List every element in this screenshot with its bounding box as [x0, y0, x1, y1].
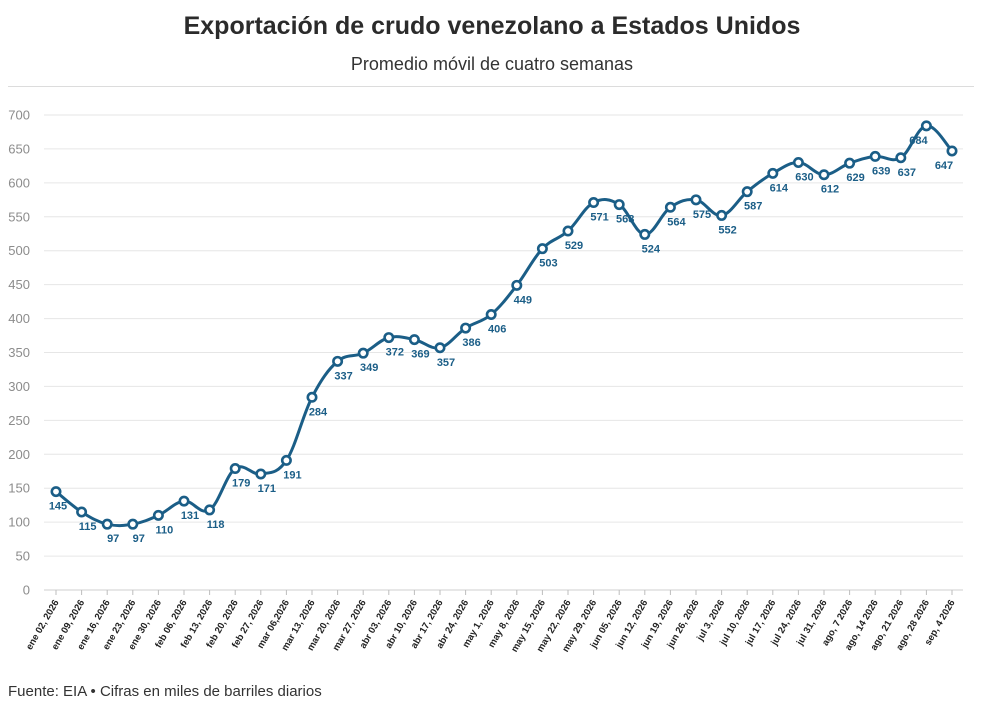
y-tick-label: 500	[8, 243, 30, 258]
chart-subtitle: Promedio móvil de cuatro semanas	[350, 54, 634, 74]
data-point	[792, 157, 804, 169]
data-point	[562, 225, 574, 237]
data-point	[946, 145, 958, 157]
data-point	[332, 355, 344, 367]
data-point	[895, 152, 907, 164]
data-point	[50, 486, 62, 498]
data-point	[127, 518, 139, 530]
data-label: 575	[693, 209, 711, 221]
data-point	[869, 150, 881, 162]
data-point	[101, 518, 113, 530]
data-label: 637	[898, 167, 916, 179]
data-point	[76, 506, 88, 518]
y-tick-label: 100	[8, 515, 30, 530]
data-point	[204, 504, 216, 516]
y-tick-label: 350	[8, 345, 30, 360]
y-axis: 0 50 100 150 200 250 300 350 400 450 500 550 600 650 7…	[8, 108, 30, 598]
data-point	[306, 391, 318, 403]
data-label: 191	[283, 469, 301, 481]
data-point	[716, 209, 728, 221]
data-label: 171	[258, 483, 276, 495]
data-point	[383, 332, 395, 344]
data-point	[613, 199, 625, 211]
data-label: 284	[309, 406, 328, 418]
data-label: 571	[590, 212, 608, 224]
data-labels: 145 115 97 97 110 131 118 179 171 191 284 337 349 372…	[49, 135, 953, 545]
data-label: 552	[718, 224, 736, 236]
data-point	[460, 322, 472, 334]
data-label: 647	[935, 160, 953, 172]
y-tick-label: 300	[8, 379, 30, 394]
data-point	[588, 197, 600, 209]
series-layer	[50, 120, 958, 530]
data-label: 369	[411, 349, 429, 361]
source-note: Fuente: EIA • Cifras en miles de barrile…	[8, 683, 322, 700]
data-point	[485, 309, 497, 321]
data-point	[408, 334, 420, 346]
data-label: 145	[49, 501, 67, 513]
data-point	[767, 167, 779, 179]
data-point	[255, 468, 267, 480]
data-point	[229, 463, 241, 475]
data-point	[280, 454, 292, 466]
data-label: 529	[565, 240, 583, 252]
data-label: 372	[386, 347, 404, 359]
header-divider	[8, 86, 974, 87]
y-tick-label: 50	[16, 549, 30, 564]
y-tick-label: 650	[8, 141, 30, 156]
y-tick-label: 450	[8, 277, 30, 292]
data-point	[920, 120, 932, 132]
data-point	[357, 347, 369, 359]
data-label: 115	[79, 521, 97, 533]
y-tick-label: 0	[23, 583, 30, 598]
data-label: 97	[107, 533, 119, 545]
data-label: 357	[437, 357, 455, 369]
data-point	[536, 243, 548, 255]
data-label: 614	[770, 182, 789, 194]
y-tick-label: 200	[8, 447, 30, 462]
data-point	[818, 169, 830, 181]
data-label: 386	[462, 337, 480, 349]
data-label: 118	[207, 519, 225, 531]
data-label: 630	[795, 172, 813, 184]
data-point	[639, 228, 651, 240]
line-chart: 0 50 100 150 200 250 300 350 400 450 500 550 600 650 7…	[8, 108, 963, 654]
data-label: 97	[133, 533, 145, 545]
chart-title: Exportación de crudo venezolano a Estado…	[183, 12, 801, 40]
data-label: 406	[488, 324, 506, 336]
data-label: 684	[909, 135, 928, 147]
data-point	[741, 186, 753, 198]
data-label: 524	[642, 243, 661, 255]
data-point	[511, 279, 523, 291]
y-tick-label: 550	[8, 209, 30, 224]
data-label: 564	[667, 216, 686, 228]
y-tick-label: 400	[8, 311, 30, 326]
data-label: 629	[846, 172, 864, 184]
data-point	[690, 194, 702, 206]
data-label: 503	[539, 258, 557, 270]
data-label: 110	[156, 524, 174, 536]
y-tick-label: 150	[8, 481, 30, 496]
data-point	[178, 495, 190, 507]
data-point	[434, 342, 446, 354]
data-label: 568	[616, 214, 634, 226]
data-label: 612	[821, 184, 839, 196]
data-point	[664, 201, 676, 213]
grid-lines	[44, 114, 963, 591]
data-label: 449	[514, 294, 532, 306]
y-tick-label: 600	[8, 175, 30, 190]
y-tick-label: 700	[8, 108, 30, 123]
data-label: 337	[334, 370, 352, 382]
y-tick-label: 250	[8, 413, 30, 428]
data-label: 639	[872, 165, 890, 177]
data-label: 179	[232, 478, 250, 490]
data-point	[152, 509, 164, 521]
data-label: 587	[744, 201, 762, 213]
data-label: 131	[181, 510, 199, 522]
data-point	[844, 157, 856, 169]
data-label: 349	[360, 362, 378, 374]
